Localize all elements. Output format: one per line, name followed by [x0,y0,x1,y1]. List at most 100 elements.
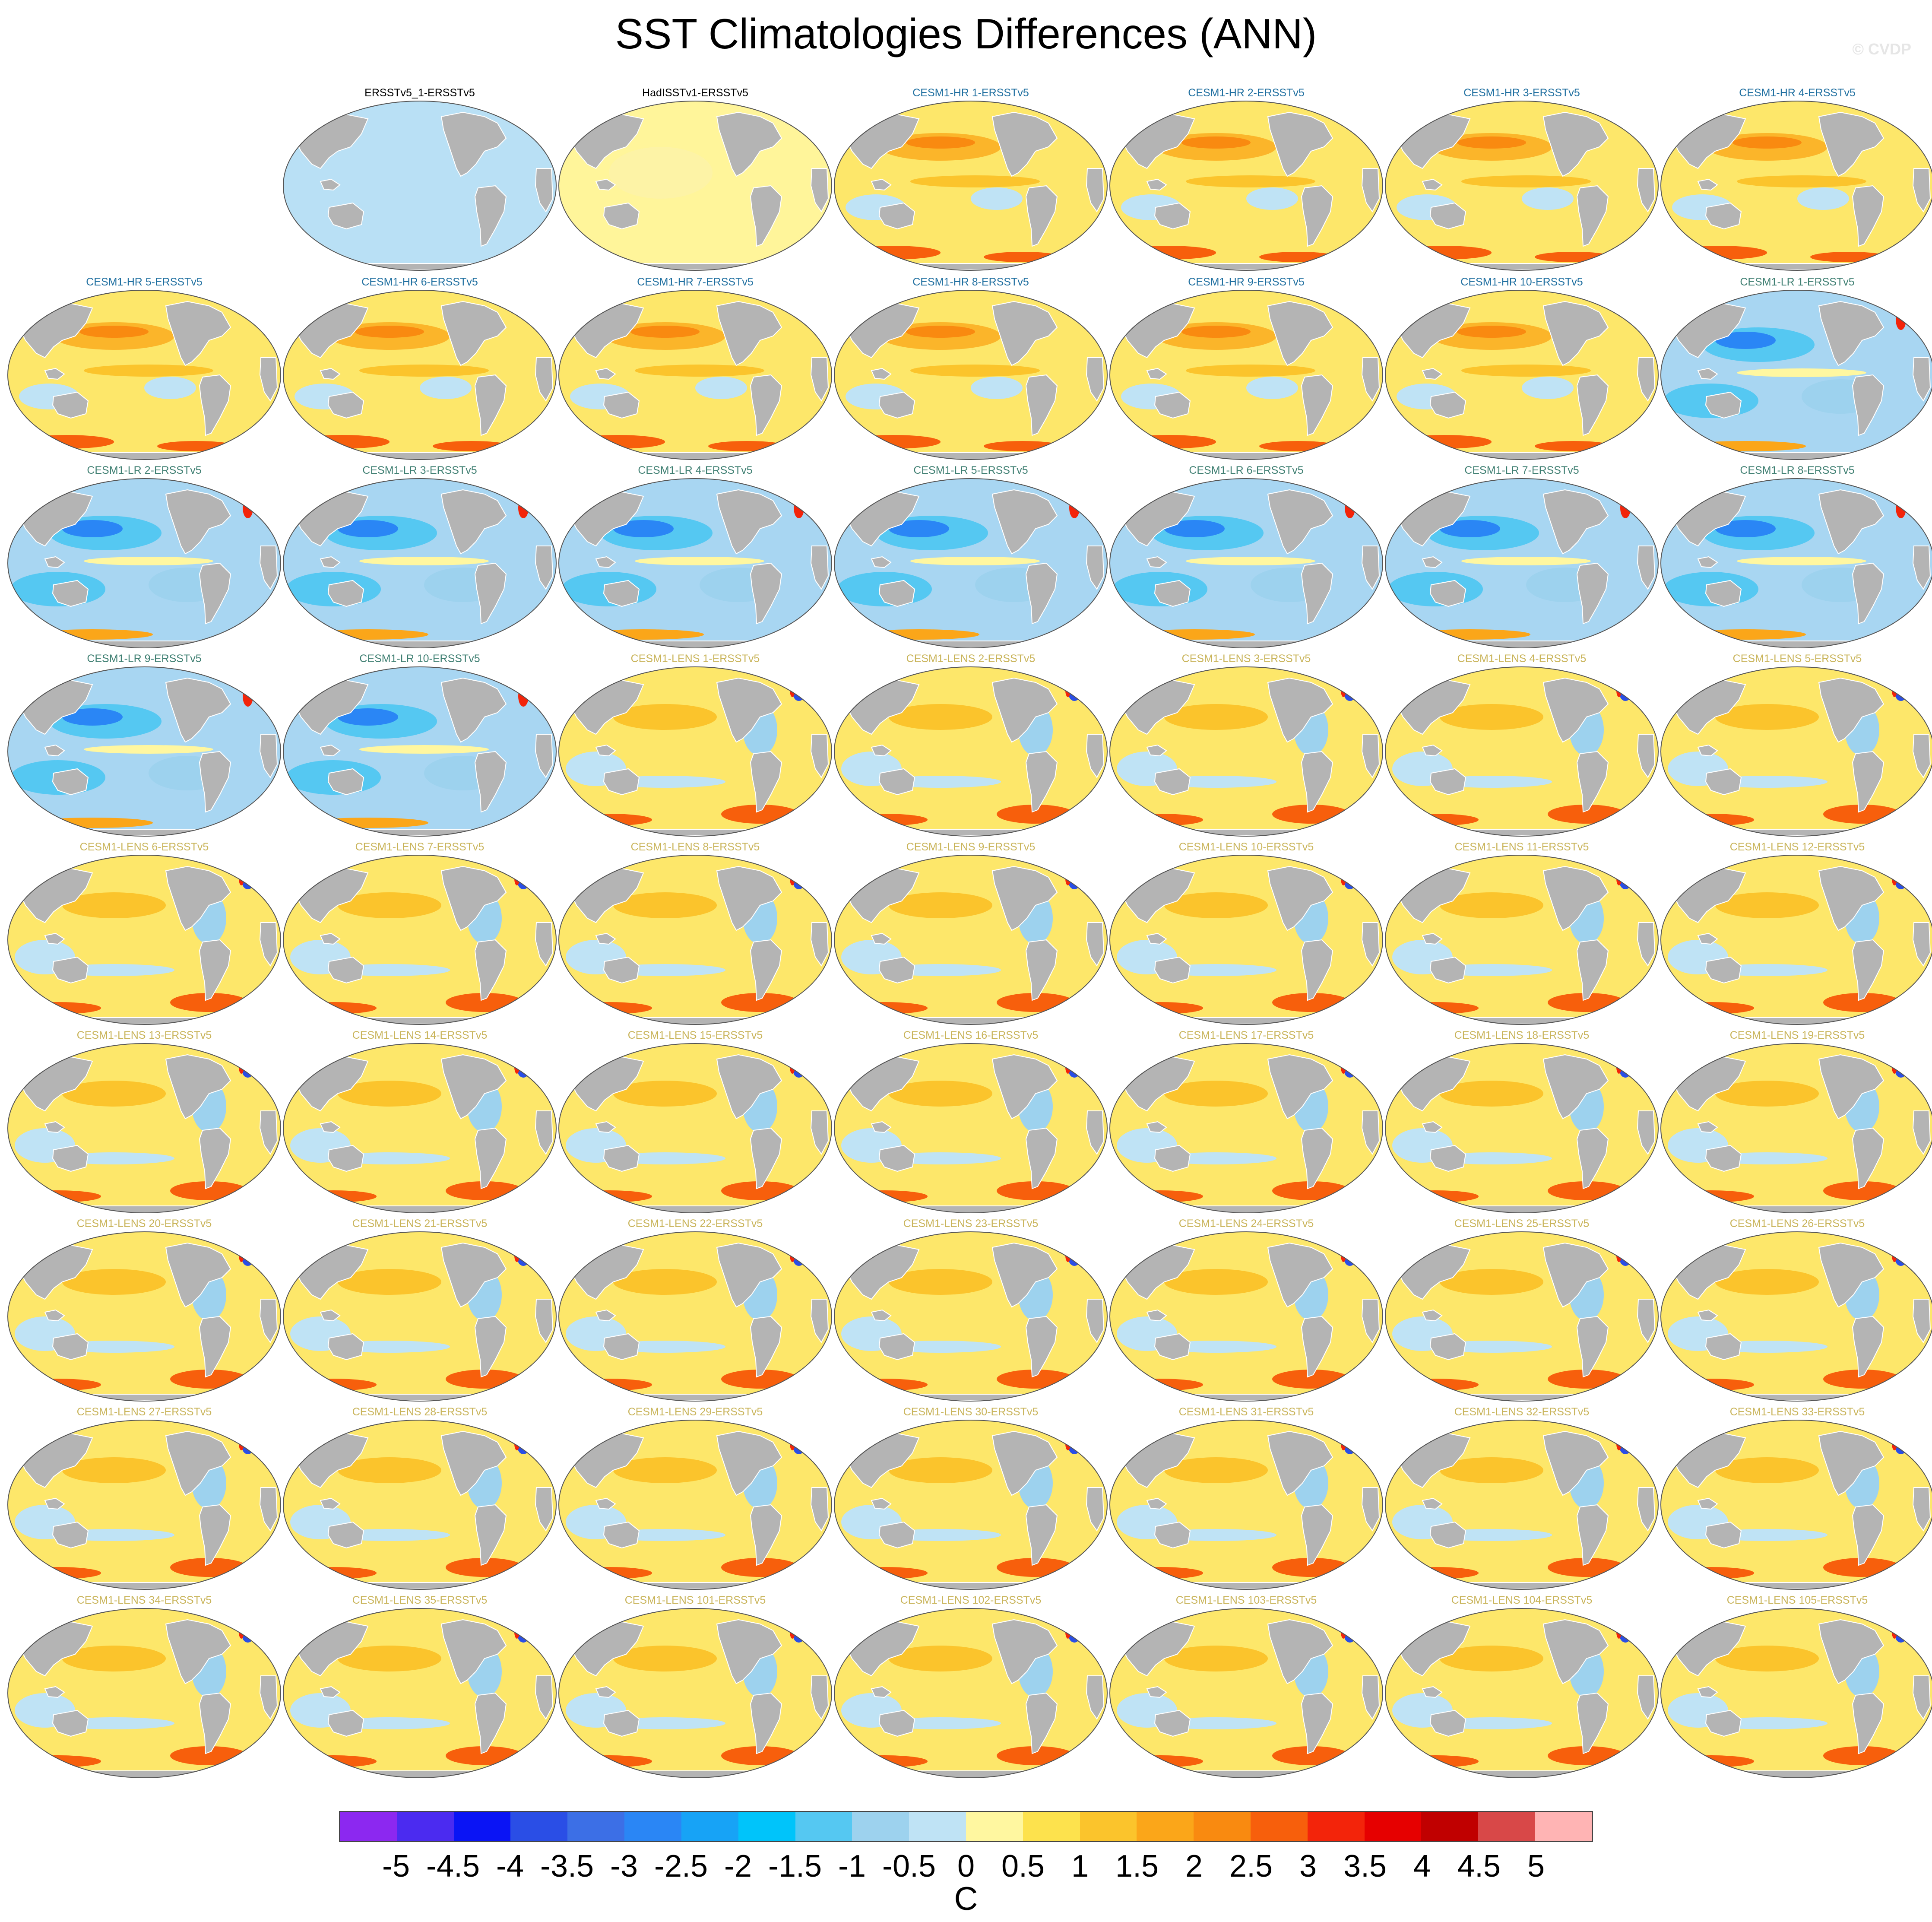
land-mass [1422,368,1443,380]
land-mass [474,185,507,247]
watermark: © CVDP [1852,40,1911,58]
land-mass [608,641,783,648]
anomaly-patch [1164,892,1268,918]
anomaly-patch [239,1625,244,1639]
sst-difference-map [1659,1607,1932,1779]
anomaly-patch [566,1567,652,1579]
anomaly-patch [79,326,149,338]
anomaly-patch [338,520,398,537]
land-mass [440,111,507,177]
land-mass [750,1127,782,1189]
anomaly-patch [62,1646,166,1671]
land-mass [603,1333,640,1361]
land-mass [991,1054,1058,1120]
land-mass [810,922,829,967]
land-mass [1434,1394,1609,1401]
sst-difference-map [1384,1418,1660,1591]
land-mass [1637,1110,1656,1155]
land-mass [1429,391,1466,419]
map-frame [1109,1231,1383,1402]
land-mass [1542,489,1609,555]
land-mass [878,202,915,230]
anomaly-patch [1121,435,1216,449]
map-panel: ERSSTv5_1-ERSSTv5 [282,86,558,272]
sst-difference-map [833,477,1109,650]
map-panel: CESM1-LR 3-ERSSTv5 [282,464,558,650]
colorbar-tick-label: 4.5 [1457,1849,1501,1884]
anomaly-patch [1065,1625,1071,1639]
land-mass [57,1017,232,1024]
anomaly-patch [1685,629,1806,640]
anomaly-patch [1457,326,1526,338]
land-mass [750,1692,782,1754]
panel-title: CESM1-LENS 27-ERSSTv5 [76,1406,212,1418]
panel-title: CESM1-LENS 11-ERSSTv5 [1454,841,1589,853]
land-mass [1086,357,1105,402]
map-panel: CESM1-LENS 25-ERSSTv5 [1384,1217,1660,1403]
land-mass [608,1582,783,1589]
land-mass [1542,111,1609,177]
anomaly-patch [1715,1646,1819,1671]
colorbar-swatch [1421,1812,1479,1841]
land-mass [1434,829,1609,836]
anomaly-patch [338,1269,441,1295]
panel-title: CESM1-LENS 104-ERSSTv5 [1451,1594,1593,1606]
anomaly-patch [1461,365,1591,377]
panel-title: CESM1-LR 6-ERSSTv5 [1189,464,1304,476]
anomaly-patch [1440,704,1543,730]
land-mass [1340,1425,1368,1443]
anomaly-patch [613,704,717,730]
colorbar-swatch [567,1812,625,1841]
sst-difference-map [1659,477,1932,650]
sst-difference-map [282,853,558,1026]
land-mass [1637,168,1656,212]
land-mass [1361,1487,1380,1532]
map-panel: CESM1-LENS 32-ERSSTv5 [1384,1405,1660,1591]
anomaly-patch [514,872,519,885]
land-mass [1422,1497,1443,1510]
land-mass [474,1316,507,1378]
land-mass [514,1425,542,1443]
map-frame [7,1231,281,1402]
anomaly-patch [15,1379,101,1391]
map-svg [283,101,557,271]
land-mass [535,546,554,590]
anomaly-patch [841,1755,928,1767]
map-frame [283,1231,557,1402]
land-mass [474,562,507,625]
sst-difference-map [557,665,833,838]
land-mass [871,1686,892,1698]
land-mass [595,1686,616,1698]
anomaly-patch [1117,1002,1203,1014]
land-mass [1025,1504,1058,1566]
land-mass [320,744,341,757]
anomaly-patch [32,629,153,640]
colorbar-tick-label: -1.5 [768,1849,822,1884]
anomaly-patch [1668,1755,1754,1767]
anomaly-patch [790,1060,795,1074]
land-mass [332,1582,507,1589]
map-svg [1109,666,1383,837]
land-mass [1422,744,1443,757]
map-panel: CESM1-LENS 16-ERSSTv5 [833,1029,1109,1215]
anomaly-patch [420,377,472,399]
colorbar-tick-label: -0.5 [882,1849,936,1884]
colorbar-tick-label: 4 [1413,1849,1431,1884]
land-mass [474,374,507,436]
anomaly-patch [1117,1755,1203,1767]
land-mass [1361,734,1380,778]
anomaly-patch [1061,111,1087,122]
land-mass [1301,939,1333,1001]
land-mass [44,932,65,945]
land-mass [1361,1110,1380,1155]
map-frame [834,855,1108,1025]
map-panel: CESM1-HR 3-ERSSTv5 [1384,86,1660,272]
land-mass [1616,106,1644,124]
panel-title: CESM1-LENS 31-ERSSTv5 [1178,1406,1314,1418]
land-mass [878,1333,915,1361]
anomaly-patch [15,1002,101,1014]
land-mass [327,391,364,419]
land-mass [1912,1110,1931,1155]
land-mass [44,1309,65,1322]
anomaly-patch [1337,301,1363,311]
